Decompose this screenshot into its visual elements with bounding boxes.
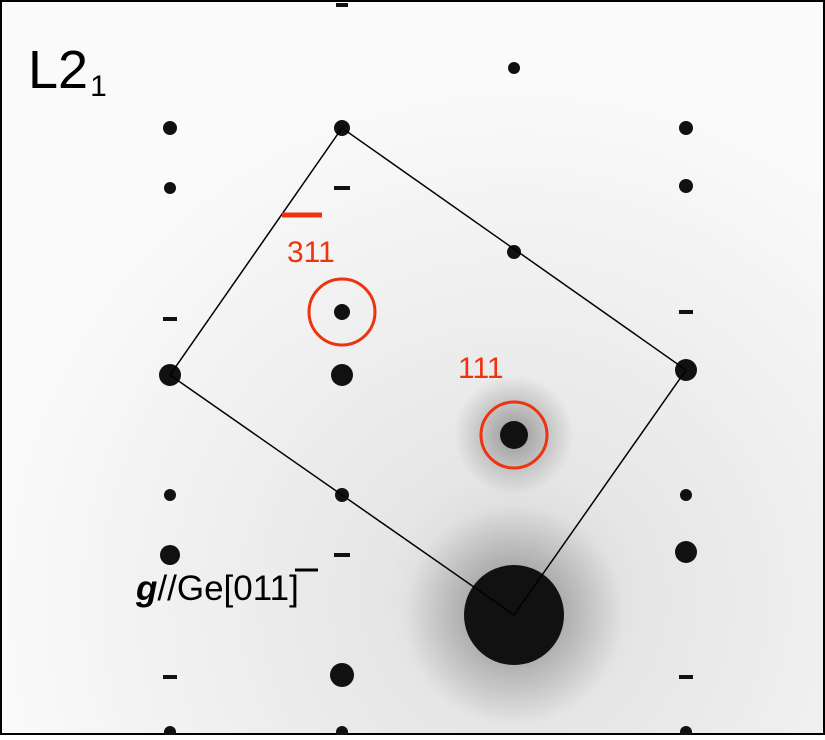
spot-label: 311	[287, 236, 335, 269]
zone-barred-digit: 0	[233, 569, 252, 608]
phase-subscript: 1	[90, 70, 107, 103]
phase-name: L2	[28, 40, 88, 100]
zone-prefix: //Ge[	[157, 569, 233, 608]
zone-suffix: 11]	[253, 569, 299, 608]
zone-vector: g	[135, 569, 157, 608]
diffraction-figure: 311 111 L21 g//Ge[011]	[0, 0, 825, 735]
zone-axis-label: g//Ge[011]	[135, 569, 299, 608]
spot-label: 111	[458, 352, 504, 385]
page: 311 111 L21 g//Ge[011] (() => { const da…	[0, 0, 825, 740]
